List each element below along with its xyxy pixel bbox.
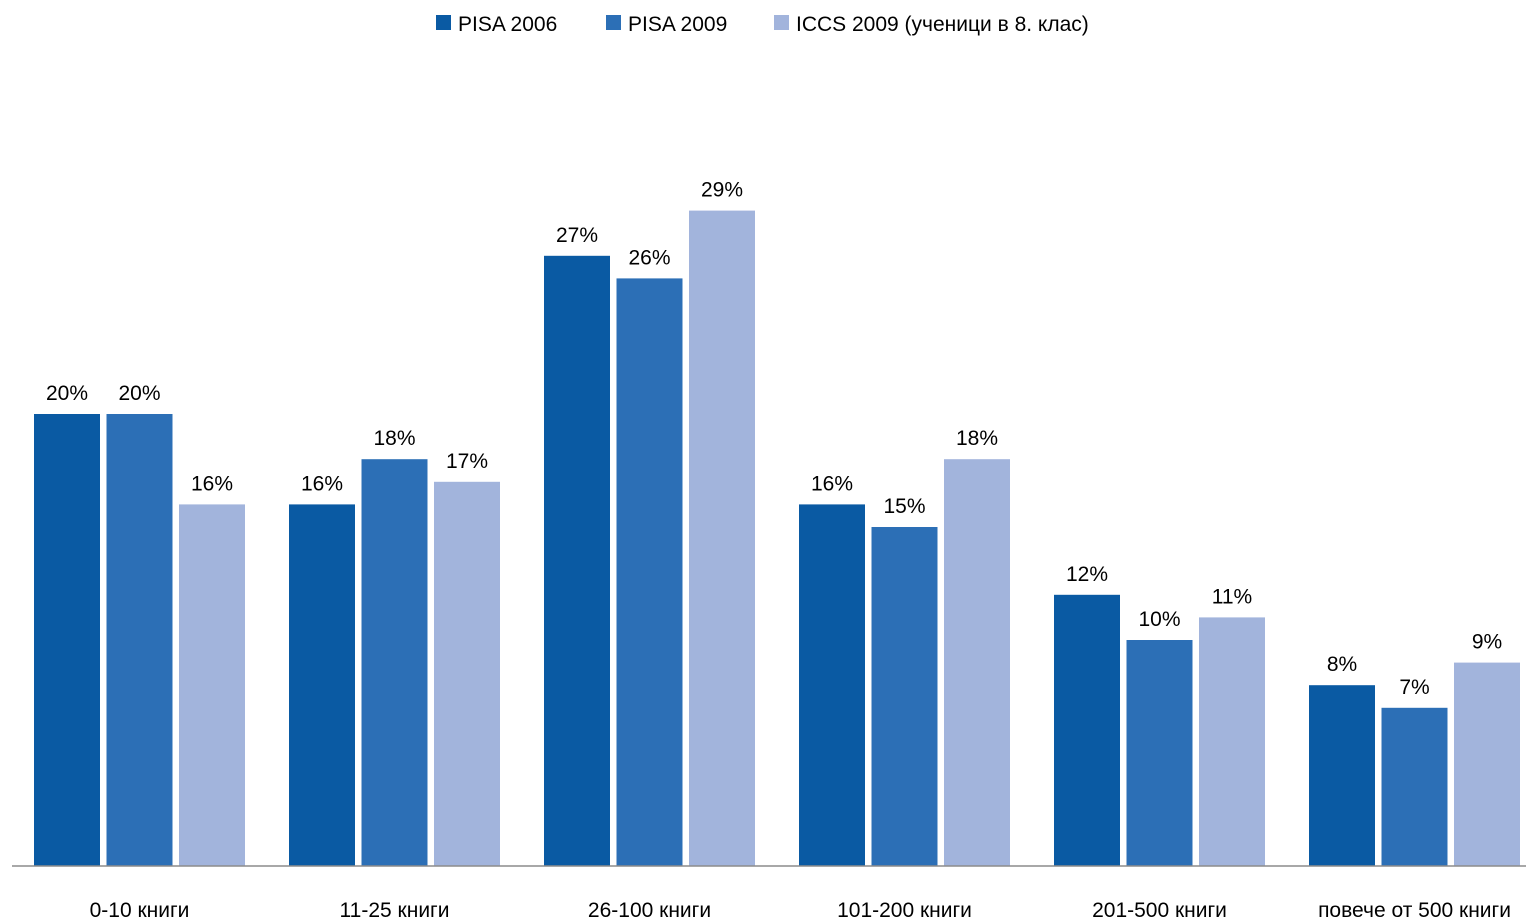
data-label-2-1: 20% [118, 382, 160, 405]
bar-2-1 [106, 414, 173, 866]
category-label-1: 0-10 книги [90, 899, 190, 921]
bar-1-3 [544, 255, 610, 867]
bar-3-4 [944, 459, 1010, 866]
data-label-2-5: 10% [1138, 608, 1180, 631]
category-label-6: повече от 500 книги [1318, 899, 1511, 921]
bar-3-6 [1454, 662, 1520, 866]
bar-3-3 [689, 210, 755, 867]
legend-swatch-2 [606, 15, 621, 30]
data-label-1-6: 8% [1327, 653, 1357, 676]
legend-label-1: PISA 2006 [458, 13, 557, 36]
data-label-1-5: 12% [1066, 563, 1108, 586]
data-labels: 20% 20% 16% 16% 18% 17% 27% 26% 29% 16% 15% 18% 12% 1… [46, 179, 1502, 699]
bar-1-6 [1309, 685, 1375, 866]
bar-2-5 [1126, 640, 1193, 866]
data-label-1-2: 16% [301, 472, 343, 495]
bar-1-4 [799, 504, 865, 866]
legend-swatch-1 [436, 15, 451, 30]
bar-3-5 [1199, 617, 1265, 866]
legend: PISA 2006 PISA 2009 ICCS 2009 (ученици в 8… [436, 13, 1089, 36]
bar-1-5 [1054, 594, 1120, 866]
bar-2-6 [1381, 707, 1448, 866]
legend-swatch-3 [774, 15, 789, 30]
category-label-3: 26-100 книги [588, 899, 711, 921]
legend-label-3: ICCS 2009 (ученици в 8. клас) [796, 13, 1089, 36]
bar-2-2 [361, 459, 428, 866]
legend-label-2: PISA 2009 [628, 13, 727, 36]
category-label-5: 201-500 книги [1092, 899, 1227, 921]
bar-3-2 [434, 481, 500, 866]
data-label-2-3: 26% [628, 246, 670, 269]
data-label-1-3: 27% [556, 224, 598, 247]
data-label-3-5: 11% [1212, 585, 1252, 608]
bars [34, 210, 1520, 867]
data-label-3-6: 9% [1472, 631, 1502, 654]
data-label-3-3: 29% [701, 179, 743, 202]
category-label-2: 11-25 книги [340, 899, 450, 921]
data-label-2-4: 15% [883, 495, 925, 518]
data-label-2-2: 18% [373, 427, 415, 450]
category-label-4: 101-200 книги [837, 899, 972, 921]
bar-2-4 [871, 527, 938, 866]
data-label-1-4: 16% [811, 472, 853, 495]
data-label-3-4: 18% [956, 427, 998, 450]
data-label-1-1: 20% [46, 382, 88, 405]
data-label-3-2: 17% [446, 450, 488, 473]
data-label-2-6: 7% [1399, 676, 1429, 699]
bar-1-1 [34, 414, 100, 866]
data-label-3-1: 16% [191, 472, 233, 495]
category-labels: 0-10 книги 11-25 книги 26-100 книги 101-200… [90, 899, 1511, 921]
bar-1-2 [289, 504, 355, 866]
bar-3-1 [179, 504, 245, 866]
bar-2-3 [616, 278, 683, 866]
